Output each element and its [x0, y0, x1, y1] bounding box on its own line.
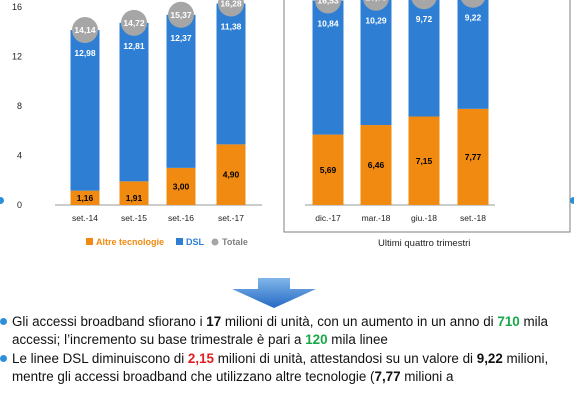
dsl-value-label: 10,29 [365, 16, 387, 26]
bar-altre-tecnologie [216, 144, 246, 205]
total-value-label: 16,87 [413, 0, 435, 1]
altre-value-label: 4,90 [223, 170, 240, 180]
dsl-value-label: 11,38 [221, 22, 242, 32]
bar-altre-tecnologie [408, 116, 440, 205]
bullet-text: milioni di unità, attestandosi su un val… [213, 351, 477, 366]
dsl-value-label: 9,72 [416, 14, 433, 24]
legend-label: Altre tecnologie [96, 237, 164, 247]
altre-value-label: 3,00 [173, 181, 190, 191]
total-marker [168, 1, 194, 28]
bullet-text: Le linee DSL diminuiscono di [12, 351, 188, 366]
bar-dsl [216, 3, 246, 145]
bullet-text: 2,15 [187, 351, 214, 366]
chart-bars [70, 0, 489, 205]
broadband-chart: 0 4 8 12 16 1,16 12,98 14,14 set.-14 1,91 12,81 14… [12, 0, 571, 249]
summary-bullets: Gli accessi broadband sfiorano i 17 mili… [0, 313, 574, 386]
bullet-text: milioni a [400, 369, 454, 384]
bar-altre-tecnologie [360, 125, 392, 205]
bar-altre-tecnologie [119, 181, 149, 205]
y-tick-label: 4 [17, 151, 22, 161]
bar-dsl [70, 30, 100, 191]
right-panel-caption: Ultimi quattro trimestri [378, 238, 470, 249]
total-marker [218, 0, 244, 17]
bar-altre-tecnologie [457, 108, 489, 205]
legend-label: Totale [222, 237, 248, 247]
bar-dsl [312, 0, 344, 135]
legend-swatch-totale [211, 238, 219, 246]
altre-value-label: 7,77 [465, 152, 482, 162]
total-marker [461, 0, 485, 8]
dsl-value-label: 12,81 [123, 41, 145, 51]
bar-dsl [166, 14, 196, 168]
bullet-text: 120 [305, 332, 328, 347]
legend-swatch [176, 238, 183, 245]
x-tick-label: set.-15 [121, 213, 147, 223]
dsl-value-label: 12,37 [170, 33, 192, 43]
bullet-text: Gli accessi broadband sfiorano i [12, 314, 207, 329]
bullet-dot-icon [0, 355, 7, 362]
y-tick-label: 12 [12, 52, 22, 62]
total-value-label: 15,37 [170, 10, 192, 20]
dsl-value-label: 10,84 [317, 18, 339, 28]
total-marker [121, 9, 147, 36]
x-tick-label: mar.-18 [362, 213, 391, 223]
x-tick-label: set.-14 [72, 213, 98, 223]
altre-value-label: 7,15 [416, 156, 433, 166]
total-value-label: 16,28 [220, 0, 242, 9]
bar-dsl [119, 22, 149, 182]
down-arrow-icon [232, 278, 316, 308]
altre-value-label: 6,46 [368, 160, 385, 170]
total-value-label: 14,72 [123, 18, 145, 28]
total-value-label: 16,75 [365, 0, 387, 3]
bar-altre-tecnologie [70, 190, 100, 205]
right-edge-dot [570, 197, 574, 204]
legend-swatch [86, 238, 93, 245]
bullet-text: 17 [206, 314, 222, 329]
bar-altre-tecnologie [166, 167, 196, 205]
left-edge-dot [0, 197, 4, 204]
chart-labels: 1,16 12,98 14,14 set.-14 1,91 12,81 14,72 set.-… [72, 0, 486, 223]
dsl-value-label: 9,22 [465, 13, 482, 23]
x-tick-label: dic.-17 [315, 213, 341, 223]
x-tick-label: giu.-18 [411, 213, 437, 223]
total-value-label: 16,53 [317, 0, 339, 5]
bullet-text: mila linee [327, 332, 388, 347]
total-value-label: 14,14 [74, 25, 96, 35]
bullet-text: milioni di unità, con un aumento in un a… [221, 314, 498, 329]
total-marker [315, 0, 341, 14]
bar-dsl [408, 0, 440, 117]
bullet-text: mila accessi; l’incremento su base trime… [12, 314, 548, 347]
right-panel-frame [283, 0, 571, 233]
dsl-value-label: 12,98 [74, 48, 96, 58]
altre-value-label: 5,69 [320, 165, 337, 175]
bullet-text: 9,22 [476, 351, 503, 366]
x-tick-label: set.-17 [218, 213, 244, 223]
x-tick-label: set.-18 [460, 213, 486, 223]
bar-dsl [360, 0, 392, 126]
bar-dsl [457, 0, 489, 109]
total-marker [363, 0, 389, 11]
total-marker [72, 17, 98, 44]
summary-bullet: Le linee DSL diminuiscono di 2,15 milion… [0, 350, 574, 386]
altre-value-label: 1,91 [126, 193, 143, 203]
summary-bullet: Gli accessi broadband sfiorano i 17 mili… [0, 313, 574, 349]
x-tick-label: set.-16 [168, 213, 194, 223]
chart-legend: Altre tecnologie DSL Totale [86, 237, 248, 247]
bullet-text: milioni, mentre gli accessi broadband ch… [12, 351, 549, 384]
y-tick-label: 16 [12, 2, 22, 12]
y-tick-label: 0 [17, 200, 22, 210]
legend-label: DSL [186, 237, 205, 247]
bar-altre-tecnologie [312, 134, 344, 205]
bullet-text: 7,77 [374, 369, 401, 384]
y-tick-label: 8 [17, 101, 22, 111]
total-marker [411, 0, 437, 10]
bullet-text: 710 [497, 314, 520, 329]
altre-value-label: 1,16 [77, 193, 94, 203]
bullet-dot-icon [0, 318, 7, 325]
